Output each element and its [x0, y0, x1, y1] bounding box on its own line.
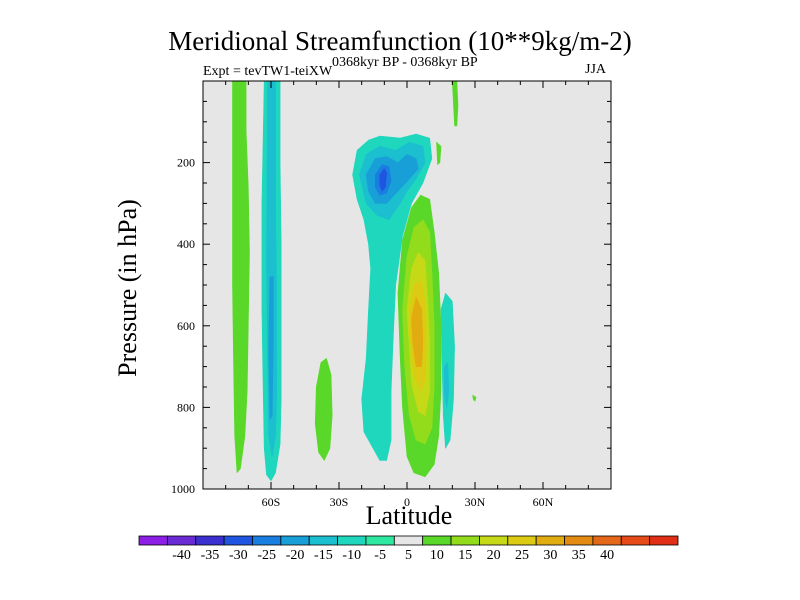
colorbar-swatch [223, 535, 253, 546]
colorbar-label: -35 [201, 548, 220, 563]
colorbar-swatch [195, 535, 225, 546]
colorbar-swatch [620, 535, 651, 546]
colorbar-label: 10 [430, 548, 444, 563]
x-tick-label: 0 [404, 495, 410, 509]
y-tick-label: 800 [177, 400, 195, 414]
contour-hadley-south-outer [352, 133, 433, 461]
x-axis-label: Latitude [365, 501, 453, 530]
x-tick-label: 60N [533, 495, 554, 509]
x-tick-label: 60S [262, 495, 281, 509]
colorbar-label: -10 [342, 548, 361, 563]
colorbar-label: 35 [572, 548, 586, 563]
colorbar-label: 30 [543, 548, 557, 563]
contour-negative-band-55s-core [268, 276, 274, 420]
axis-ticks: 60S 30S 0 30N 60N 200 400 600 800 1000 [171, 81, 611, 509]
contour-pos-streak-north [451, 81, 459, 127]
colorbar-swatch [393, 535, 424, 546]
contour-regions [232, 81, 477, 482]
period-label: 0368kyr BP - 0368kyr BP [332, 55, 478, 70]
contour-positive-blob-35s [314, 358, 333, 461]
colorbar-label: -40 [172, 548, 191, 563]
colorbar-label: -25 [257, 548, 276, 563]
contour-pos-streak-north-2 [436, 141, 442, 165]
colorbar-swatch [507, 535, 537, 546]
colorbar-swatch [138, 535, 168, 546]
chart-title: Meridional Streamfunction (10**9kg/m-2) [168, 26, 632, 56]
colorbar-swatch [649, 535, 679, 546]
colorbar-label: 5 [405, 548, 412, 563]
contour-pos-dot-north [472, 394, 477, 402]
colorbar-swatch [308, 535, 338, 546]
colorbar-swatch [280, 535, 310, 546]
colorbar-swatch [252, 535, 282, 546]
colorbar-label: 40 [600, 548, 614, 563]
colorbar-swatch [422, 535, 452, 546]
contour-hadley-south-center [379, 168, 387, 192]
colorbar-label: -30 [229, 548, 248, 563]
season-label: JJA [585, 62, 607, 77]
y-tick-label: 400 [177, 237, 195, 251]
y-tick-label: 200 [177, 156, 195, 170]
colorbar-label: -20 [286, 548, 305, 563]
x-tick-label: 30S [330, 495, 349, 509]
colorbar-swatch [479, 535, 509, 546]
x-tick-label: 30N [465, 495, 486, 509]
colorbar-label: 20 [487, 548, 501, 563]
colorbar-label: 25 [515, 548, 529, 563]
colorbar-swatch [450, 535, 480, 546]
colorbar-swatch [365, 535, 395, 546]
colorbar-label: -5 [374, 548, 386, 563]
experiment-label: Expt = tevTW1-teiXW [203, 64, 333, 79]
colorbar-swatch [337, 535, 367, 546]
colorbar-label: -15 [314, 548, 333, 563]
contour-neg-column-north-inner [444, 362, 450, 408]
contour-positive-band-65s [232, 81, 250, 474]
colorbar-label: 15 [458, 548, 472, 563]
y-tick-label: 600 [177, 319, 195, 333]
contour-hadley-north-25 [411, 296, 424, 367]
colorbar: -40 -35 -30 -25 -20 -15 -10 -5 5 10 15 20 25 30 35 40 [138, 535, 679, 563]
colorbar-swatch [166, 535, 197, 546]
y-tick-label: 1000 [171, 482, 195, 496]
colorbar-swatch [535, 535, 565, 546]
colorbar-swatch [564, 535, 594, 546]
colorbar-swatch [592, 535, 622, 546]
